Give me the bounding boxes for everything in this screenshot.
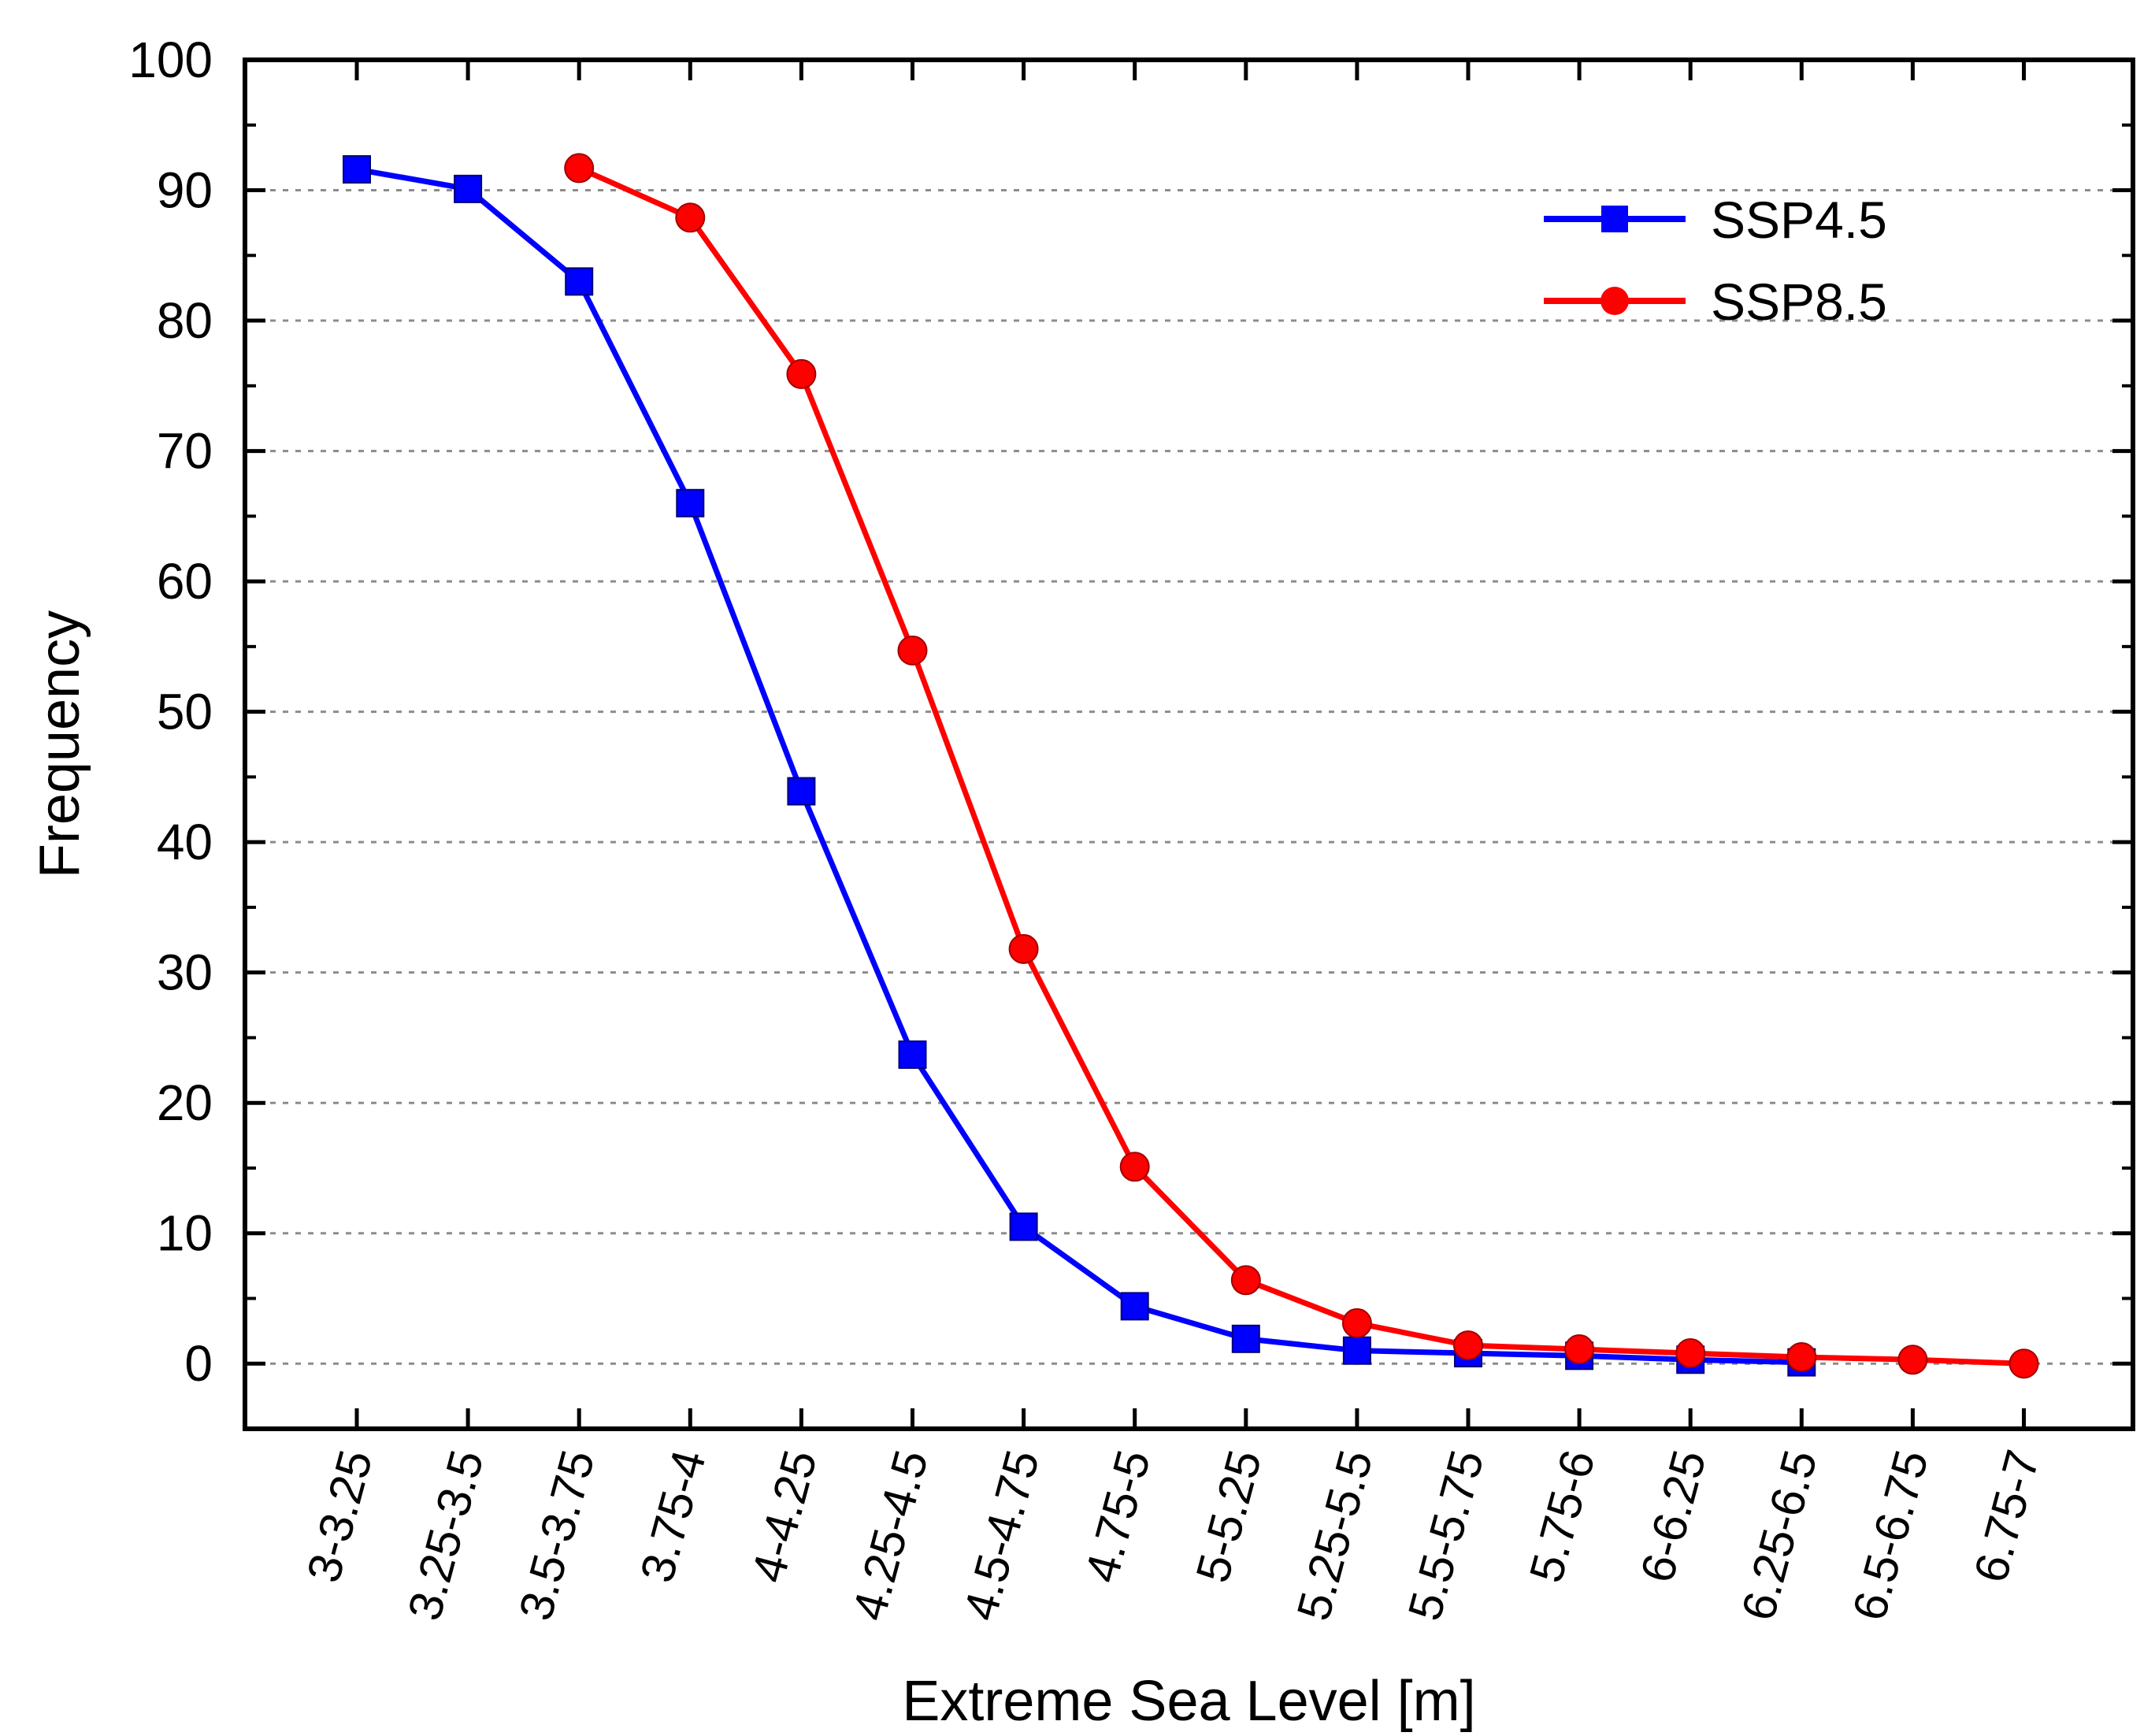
series-line [356,166,1802,1366]
legend-item: SSP8.5 [1544,273,1887,331]
data-point [2008,1348,2039,1379]
x-tick-label: 6-6.25 [1630,1445,1716,1588]
gridlines [245,189,2133,1365]
x-tick-label: 6.5-6.75 [1842,1445,1938,1626]
data-point [1231,1324,1260,1353]
y-tick-label: 30 [157,944,213,1001]
x-tick-label: 4.75-5 [1075,1445,1161,1588]
x-tick-label: 4.5-4.75 [953,1445,1049,1626]
data-point [1341,1308,1372,1338]
plot-frame [243,57,2135,1431]
data-point [676,488,705,517]
x-tick-label: 3.5-3.75 [509,1445,605,1626]
x-tick-label: 3.75-4 [630,1445,716,1588]
x-tick-label: 5.75-6 [1519,1445,1605,1588]
data-point [454,174,483,203]
x-tick-label: 3.25-3.5 [398,1445,494,1626]
data-point [1119,1152,1150,1182]
x-tick-label: 3-3.25 [297,1445,383,1588]
y-tick-label: 20 [157,1074,213,1131]
data-point [1675,1337,1706,1368]
y-tick-label: 80 [157,292,213,349]
x-tick-label: 5.5-5.75 [1398,1445,1494,1626]
x-tick-label: 5.25-5.5 [1287,1445,1383,1626]
data-point [786,358,817,389]
data-point [1009,1212,1038,1241]
y-axis: 0 10 20 30 40 50 60 70 80 90 100 [128,32,2133,1392]
x-axis-title: Extreme Sea Level [m] [902,1670,1475,1733]
x-tick-label: 5-5.25 [1186,1445,1272,1588]
legend-label: SSP4.5 [1711,191,1887,249]
x-tick-label: 4-4.25 [741,1445,827,1588]
legend-item: SSP4.5 [1544,191,1887,249]
series-layer [343,153,2039,1379]
data-point [787,777,816,806]
legend-marker [1601,206,1628,232]
data-point [1342,1336,1371,1365]
legend: SSP4.5 SSP8.5 [1544,191,1887,331]
data-point [1897,1345,1928,1375]
data-point [897,635,928,666]
y-tick-label: 0 [184,1335,213,1392]
data-point [1786,1341,1817,1372]
y-tick-label: 70 [157,423,213,480]
data-point [675,202,706,233]
y-tick-label: 90 [157,162,213,219]
x-tick-label: 6.75-7 [1964,1445,2049,1588]
y-axis-title: Frequency [28,610,91,878]
x-tick-label: 4.25-4.5 [842,1445,938,1626]
data-point [343,155,371,184]
y-tick-label: 50 [157,684,213,740]
y-tick-label: 10 [157,1205,213,1262]
y-tick-label: 40 [157,814,213,870]
legend-label: SSP8.5 [1711,273,1887,331]
series-line [577,165,2024,1367]
data-point [564,153,595,184]
data-point [1120,1292,1149,1321]
data-point [1008,933,1039,964]
series-ssp8-5 [564,153,2039,1379]
data-point [565,267,594,296]
y-tick-label: 100 [128,32,213,88]
y-tick-label: 60 [157,553,213,610]
data-point [1453,1330,1483,1361]
legend-marker [1600,287,1629,315]
series-ssp4-5 [343,155,1816,1377]
data-point [1230,1265,1261,1296]
data-point [898,1040,927,1069]
x-tick-label: 6.25-6.5 [1731,1445,1827,1626]
data-point [1564,1334,1595,1365]
